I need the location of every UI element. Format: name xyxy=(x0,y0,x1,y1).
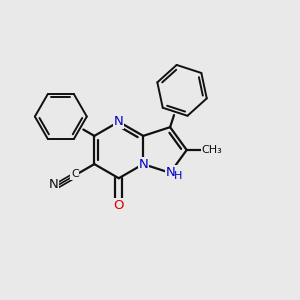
Text: CH₃: CH₃ xyxy=(201,145,222,155)
Text: N: N xyxy=(166,166,176,179)
Text: N: N xyxy=(49,178,58,191)
Text: O: O xyxy=(113,199,124,212)
Text: H: H xyxy=(174,171,182,181)
Text: N: N xyxy=(138,158,148,171)
Text: N: N xyxy=(114,115,124,128)
Text: C: C xyxy=(71,169,79,179)
